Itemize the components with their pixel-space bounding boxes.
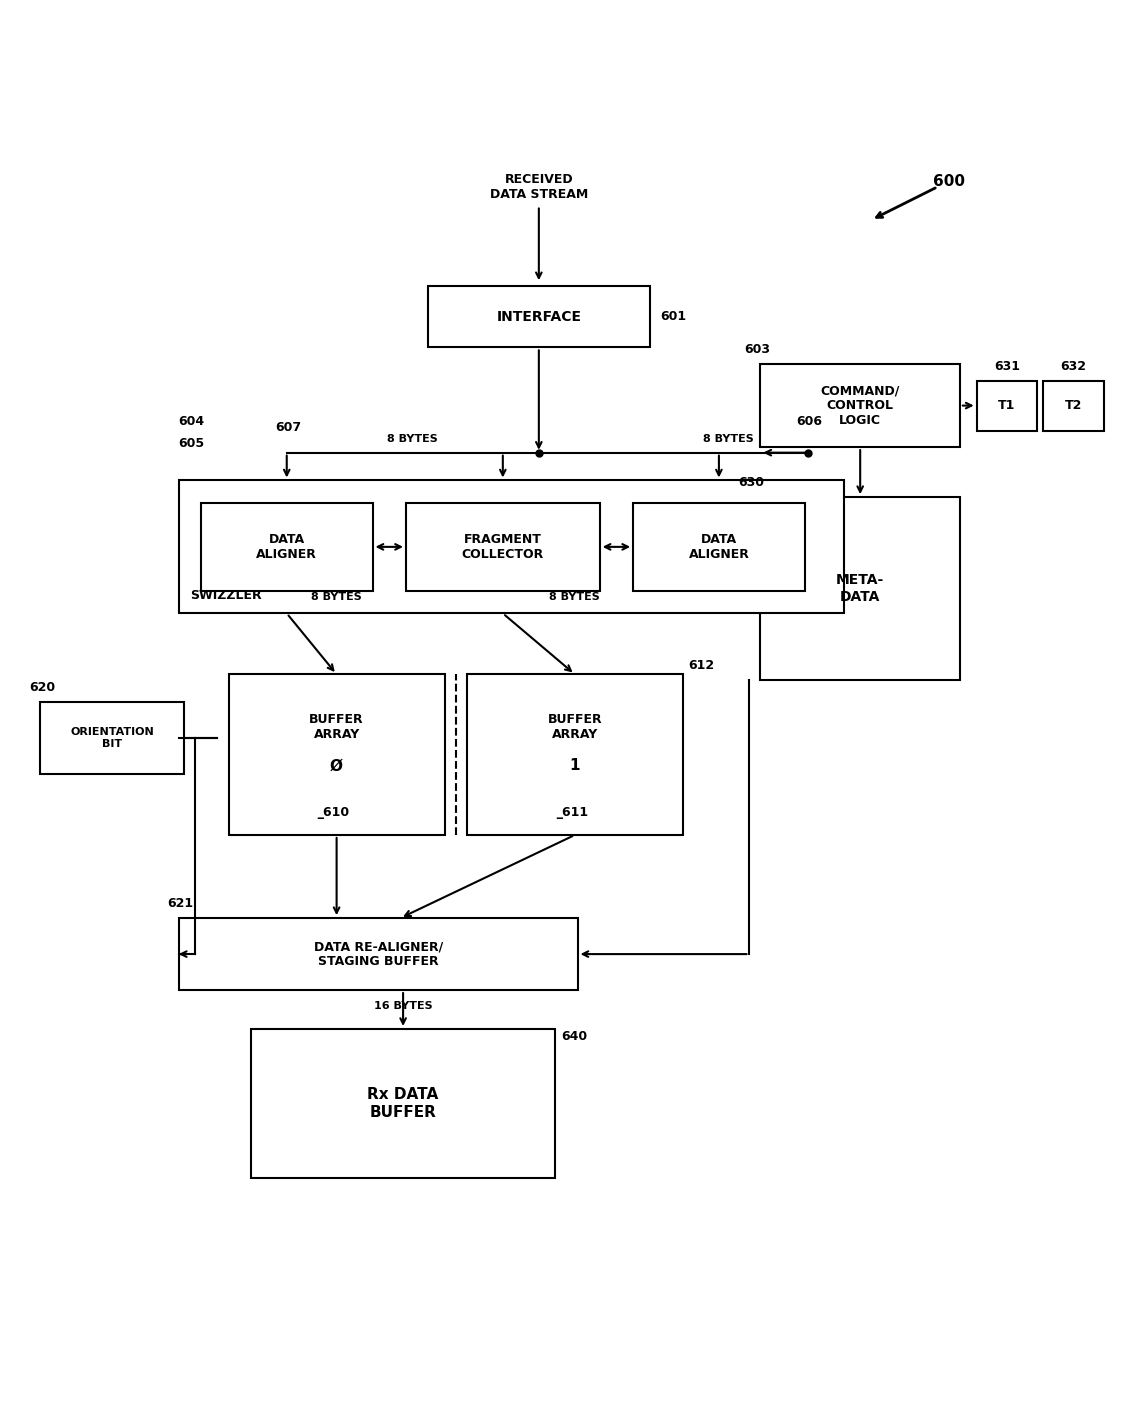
Text: 606: 606 bbox=[797, 416, 822, 428]
Text: 8 BYTES: 8 BYTES bbox=[311, 592, 362, 602]
Text: 8 BYTES: 8 BYTES bbox=[387, 434, 439, 444]
Text: 607: 607 bbox=[276, 421, 302, 434]
FancyBboxPatch shape bbox=[467, 674, 683, 835]
Text: Rx DATA
BUFFER: Rx DATA BUFFER bbox=[368, 1088, 439, 1120]
FancyBboxPatch shape bbox=[761, 364, 960, 446]
Text: 630: 630 bbox=[738, 476, 764, 489]
Text: 8 BYTES: 8 BYTES bbox=[550, 592, 600, 602]
Text: 631: 631 bbox=[994, 359, 1020, 372]
Text: 620: 620 bbox=[29, 681, 55, 694]
FancyBboxPatch shape bbox=[761, 497, 960, 680]
Text: 600: 600 bbox=[932, 174, 965, 188]
Text: DATA
ALIGNER: DATA ALIGNER bbox=[689, 534, 749, 560]
FancyBboxPatch shape bbox=[250, 1029, 555, 1178]
Text: ̲610: ̲610 bbox=[323, 806, 350, 820]
Text: 621: 621 bbox=[167, 897, 194, 910]
Text: 1: 1 bbox=[570, 758, 580, 774]
FancyBboxPatch shape bbox=[178, 918, 578, 990]
Text: T1: T1 bbox=[999, 399, 1015, 413]
Text: DATA RE-ALIGNER/
STAGING BUFFER: DATA RE-ALIGNER/ STAGING BUFFER bbox=[313, 941, 443, 969]
FancyBboxPatch shape bbox=[178, 480, 844, 614]
Text: 603: 603 bbox=[744, 343, 770, 357]
Text: META-
DATA: META- DATA bbox=[836, 573, 884, 604]
Text: 605: 605 bbox=[178, 437, 205, 451]
Text: RECEIVED
DATA STREAM: RECEIVED DATA STREAM bbox=[489, 173, 588, 201]
FancyBboxPatch shape bbox=[406, 503, 600, 591]
Text: 16 BYTES: 16 BYTES bbox=[374, 1001, 432, 1011]
Text: 632: 632 bbox=[1060, 359, 1086, 372]
Text: FRAGMENT
COLLECTOR: FRAGMENT COLLECTOR bbox=[461, 534, 544, 560]
Text: BUFFER
ARRAY: BUFFER ARRAY bbox=[310, 713, 364, 741]
Text: INTERFACE: INTERFACE bbox=[496, 310, 581, 324]
FancyBboxPatch shape bbox=[201, 503, 373, 591]
FancyBboxPatch shape bbox=[976, 380, 1038, 431]
FancyBboxPatch shape bbox=[1043, 380, 1104, 431]
Text: BUFFER
ARRAY: BUFFER ARRAY bbox=[548, 713, 603, 741]
FancyBboxPatch shape bbox=[427, 286, 650, 347]
Text: DATA
ALIGNER: DATA ALIGNER bbox=[256, 534, 318, 560]
Text: Ø: Ø bbox=[330, 758, 343, 774]
Text: T2: T2 bbox=[1065, 399, 1083, 413]
Text: SWIZZLER: SWIZZLER bbox=[190, 590, 261, 602]
Text: 8 BYTES: 8 BYTES bbox=[703, 434, 754, 444]
FancyBboxPatch shape bbox=[40, 702, 184, 774]
Text: 640: 640 bbox=[561, 1031, 587, 1043]
Text: 612: 612 bbox=[689, 658, 715, 671]
FancyBboxPatch shape bbox=[229, 674, 444, 835]
Text: ORIENTATION
BIT: ORIENTATION BIT bbox=[71, 727, 154, 748]
FancyBboxPatch shape bbox=[633, 503, 804, 591]
Text: 604: 604 bbox=[178, 416, 205, 428]
Text: ̲611: ̲611 bbox=[562, 806, 588, 820]
Text: COMMAND/
CONTROL
LOGIC: COMMAND/ CONTROL LOGIC bbox=[820, 385, 900, 427]
Text: 601: 601 bbox=[661, 310, 687, 323]
